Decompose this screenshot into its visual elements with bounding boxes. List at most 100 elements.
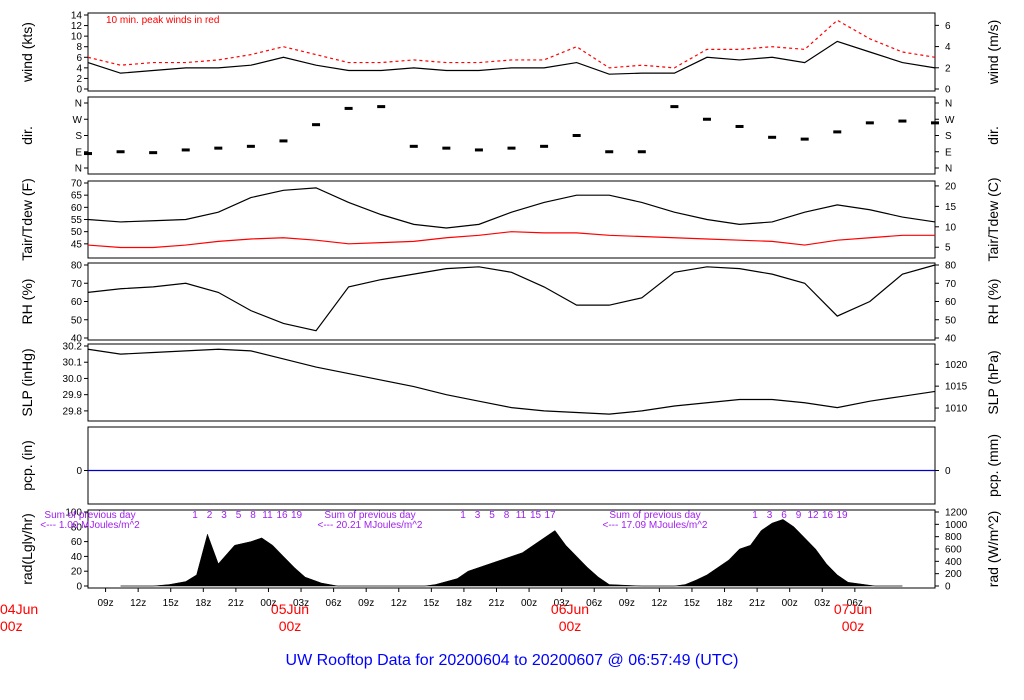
dir-point — [605, 150, 614, 154]
tick-label-left: 4 — [76, 63, 82, 74]
date-label-hour: 00z — [559, 618, 582, 634]
date-label-day: 05Jun — [271, 601, 309, 617]
rad-note-sub: <--- 20.21 MJoules/m^2 — [317, 520, 422, 531]
tick-label-left: 80 — [71, 261, 83, 272]
tick-label-right: 15 — [945, 202, 957, 213]
tick-label-left: N — [75, 99, 82, 110]
date-label-day: 06Jun — [551, 601, 589, 617]
y-label-right: SLP (hPa) — [985, 350, 1001, 414]
dir-point — [702, 117, 711, 121]
tick-label-right: 400 — [945, 557, 962, 568]
tick-label-left: N — [75, 164, 82, 175]
rad-marker-label: 3 — [221, 510, 227, 521]
x-tick-label: 21z — [488, 598, 504, 609]
rad-marker-label: 6 — [781, 510, 787, 521]
rad-marker-label: 16 — [276, 510, 288, 521]
date-label-hour: 00z — [0, 618, 23, 634]
tick-label-right: 600 — [945, 545, 962, 556]
dir-point — [344, 106, 353, 110]
rad-note: Sum of previous day — [609, 510, 700, 521]
y-label-left: dir. — [19, 126, 35, 145]
tick-label-left: 29.8 — [63, 406, 83, 417]
rad-marker-label: 1 — [460, 510, 466, 521]
tick-label-left: 50 — [71, 227, 83, 238]
tick-label-left: 65 — [71, 191, 83, 202]
rad-marker-label: 1 — [752, 510, 758, 521]
series-line — [87, 187, 936, 229]
dir-point — [540, 144, 549, 148]
tick-label-right: 70 — [945, 279, 957, 290]
panel-pcp: pcp. (in) pcp. (mm) 0 0 — [19, 426, 1001, 505]
rad-note: Sum of previous day — [324, 510, 415, 521]
y-label-right: wind (m/s) — [985, 20, 1001, 86]
tick-label-right: 4 — [945, 42, 951, 53]
tick-label-left: 30.2 — [63, 342, 83, 353]
tick-label-right: N — [945, 99, 952, 110]
x-axis: 09z 12z 15z 18z 21z 00z 03z 06z 09z 12z 15z 18z 21z 0… — [0, 588, 872, 634]
tick-label-right: 1000 — [945, 520, 968, 531]
dir-point — [181, 148, 190, 152]
dir-point — [865, 121, 874, 125]
rad-marker-label: 5 — [236, 510, 242, 521]
dir-point — [442, 146, 451, 150]
dir-point — [507, 146, 516, 150]
figure-title: UW Rooftop Data for 20200604 to 20200607… — [286, 652, 739, 669]
series-line — [87, 40, 936, 75]
tick-label-left: 0 — [76, 582, 82, 593]
tick-label-right: 0 — [945, 582, 951, 593]
x-tick-label: 09z — [619, 598, 635, 609]
series-line — [87, 348, 936, 415]
tick-label-left: 60 — [71, 537, 83, 548]
x-tick-label: 03z — [814, 598, 830, 609]
series-line — [87, 264, 936, 332]
x-tick-label: 21z — [749, 598, 765, 609]
y-label-left: rad(Lgly/hr) — [19, 513, 35, 585]
rad-marker-label: 19 — [291, 510, 303, 521]
x-tick-label: 15z — [684, 598, 700, 609]
tick-label-left: 70 — [71, 279, 83, 290]
x-tick-label: 15z — [163, 598, 179, 609]
panel-frame — [87, 96, 936, 175]
rad-marker-label: 12 — [807, 510, 819, 521]
dir-point — [377, 105, 386, 109]
x-tick-label: 12z — [391, 598, 407, 609]
tick-label-left: 30.0 — [63, 374, 83, 385]
date-label-day: 07Jun — [834, 601, 872, 617]
tick-label-left: 12 — [71, 21, 83, 32]
tick-label-left: 20 — [71, 567, 83, 578]
tick-label-left: 55 — [71, 215, 83, 226]
tick-label-right: S — [945, 131, 952, 142]
x-tick-label: 06z — [326, 598, 342, 609]
x-tick-label: 12z — [130, 598, 146, 609]
rad-marker-label: 11 — [262, 510, 273, 521]
rad-marker-label: 17 — [544, 510, 556, 521]
x-tick-label: 15z — [423, 598, 439, 609]
radiation-area — [120, 519, 903, 587]
tick-label-left: 70 — [71, 179, 83, 190]
y-label-right: pcp. (mm) — [985, 434, 1001, 497]
tick-label-left: 80 — [71, 522, 83, 533]
x-tick-label: 09z — [98, 598, 114, 609]
tick-label-left: 0 — [76, 466, 82, 477]
x-tick-label: 03z — [293, 598, 309, 609]
date-label-hour: 00z — [279, 618, 302, 634]
y-label-left: SLP (inHg) — [19, 348, 35, 416]
rad-marker-label: 1 — [192, 510, 198, 521]
tick-label-right: 0 — [945, 85, 951, 96]
date-label-hour: 00z — [842, 618, 865, 634]
panel-frame — [87, 180, 936, 259]
dir-point — [279, 139, 288, 143]
rad-marker-label: 5 — [489, 510, 495, 521]
tick-label-right: 1020 — [945, 360, 968, 371]
x-tick-label: 12z — [651, 598, 667, 609]
y-label-right: RH (%) — [985, 279, 1001, 325]
y-label-left: RH (%) — [19, 279, 35, 325]
dir-point — [931, 121, 939, 125]
x-tick-label: 03z — [554, 598, 570, 609]
dir-point — [474, 148, 483, 152]
tick-label-left: 40 — [71, 552, 83, 563]
x-tick-label: 06z — [847, 598, 863, 609]
tick-label-right: 1010 — [945, 404, 968, 415]
